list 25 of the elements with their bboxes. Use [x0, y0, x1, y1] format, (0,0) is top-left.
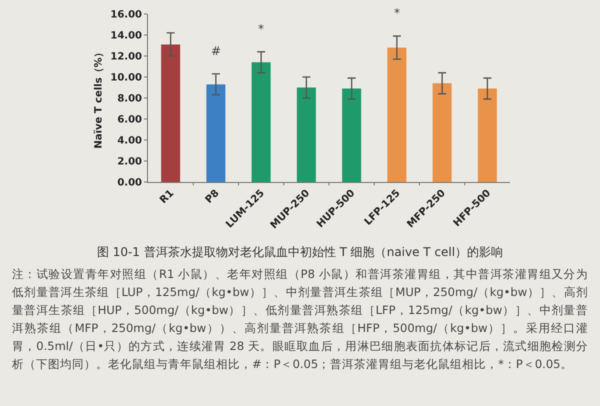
y-tick-label: 6.00 [117, 114, 142, 126]
y-tick-label: 4.00 [117, 136, 142, 146]
caption: 图 10-1 普洱茶水提取物对老化鼠血中初始性 T 细胞（naive T cell）的影响 [96, 244, 504, 261]
text: 注：试验设置青年对照组（R1 小鼠）、老年对照组（P8 小鼠）和普洱茶灌胃组，其中普洱茶灌胃组又分为低剂量普洱生茶组［LUP，125mg/（kg•bw）］、中剂量普洱生茶组［MUP，250mg/（kg•bw）］、高剂量普洱生茶组［HUP，500mg/（kg•bw）］、低剂量普洱熟茶组［LFP，125mg/（kg•bw）］、中剂量普洱熟茶组（MFP，250mg/（kg•bw））、高剂量普洱熟茶组［HFP，500mg/（kg•bw）］。采用经口灌胃，0.5ml/（日•只）的方式，连续灌胃 28 天。眼眶取血后，用淋巴细胞表面抗体标记后，流式细胞检测分析（下图均同）。老化鼠组与青年鼠组相比，#：P＜0.05；普洱茶灌胃组与老化鼠组相比，*：P＜0.05。 [12, 266, 588, 373]
y-tick-label: 2.00 [117, 156, 142, 168]
bar [342, 88, 362, 182]
x-tick-label: R1 [158, 188, 176, 206]
bar [478, 88, 497, 182]
y-tick-label: 10.00 [110, 72, 142, 84]
x-tick-label: P8 [204, 188, 222, 206]
annotation: # [211, 44, 222, 58]
bar [161, 44, 180, 182]
y-axis-title: Naïve T cells（%） [93, 47, 104, 149]
y-tick-label: 8.00 [117, 94, 142, 104]
annotation: * [394, 6, 400, 20]
y-tick-label: 14.00 [110, 30, 142, 42]
annotation: * [258, 22, 264, 36]
bar [296, 88, 316, 182]
bar [252, 62, 271, 182]
y-tick-label: 16.00 [110, 10, 142, 20]
bar [206, 84, 226, 182]
y-tick-label: 12.00 [110, 52, 142, 62]
bar [387, 48, 406, 182]
y-tick-label: 0.00 [117, 178, 142, 188]
bar [432, 83, 452, 182]
